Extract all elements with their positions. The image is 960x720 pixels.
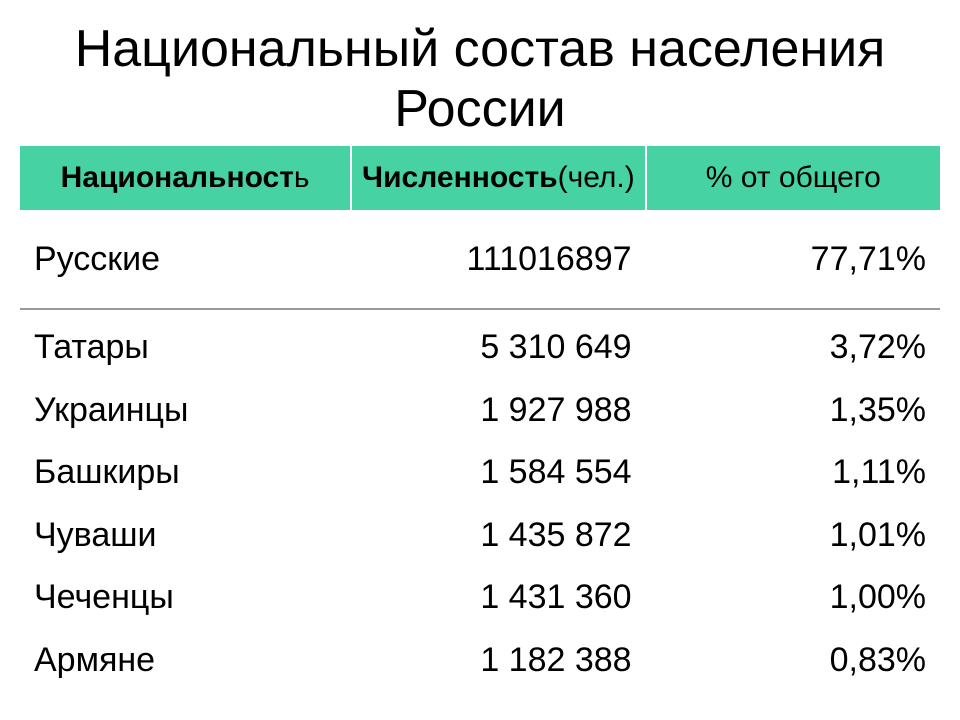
cell-name: Чеченцы [20,566,351,629]
col-header-percent: % от общего [646,146,940,210]
col-header-nationality-bold: Национальност [61,161,294,194]
col-header-nationality: Национальность [20,146,351,210]
cell-name: Башкиры [20,441,351,504]
col-header-count-bold: Численность [362,161,558,194]
cell-count: 1 431 360 [351,566,645,629]
col-header-nationality-rest: ь [294,161,310,194]
cell-percent: 1,35% [646,379,940,442]
cell-count: 1 927 988 [351,379,645,442]
table-row: Армяне 1 182 388 0,83% [20,629,940,692]
cell-percent: 1,01% [646,504,940,567]
cell-count: 5 310 649 [351,309,645,379]
col-header-count: Численность(чел.) [351,146,645,210]
cell-name: Армяне [20,629,351,692]
table-row: Русские 111016897 77,71% [20,210,940,310]
table-row: Башкиры 1 584 554 1,11% [20,441,940,504]
cell-percent: 1,11% [646,441,940,504]
cell-percent: 77,71% [646,210,940,310]
cell-name: Русские [20,210,351,310]
cell-name: Чуваши [20,504,351,567]
slide: Национальный состав населения России Нац… [0,0,960,720]
cell-count: 1 584 554 [351,441,645,504]
page-title: Национальный состав населения России [20,20,940,140]
col-header-percent-rest: % от общего [706,161,881,194]
cell-percent: 3,72% [646,309,940,379]
table-row: Чеченцы 1 431 360 1,00% [20,566,940,629]
table-row: Украинцы 1 927 988 1,35% [20,379,940,442]
table-row: Чуваши 1 435 872 1,01% [20,504,940,567]
cell-name: Украинцы [20,379,351,442]
cell-count: 1 182 388 [351,629,645,692]
ethnic-table: Национальность Численность(чел.) % от об… [20,146,940,692]
cell-percent: 0,83% [646,629,940,692]
cell-count: 111016897 [351,210,645,310]
cell-percent: 1,00% [646,566,940,629]
table-header-row: Национальность Численность(чел.) % от об… [20,146,940,210]
cell-name: Татары [20,309,351,379]
cell-count: 1 435 872 [351,504,645,567]
table-row: Татары 5 310 649 3,72% [20,309,940,379]
col-header-count-rest: (чел.) [558,161,635,194]
